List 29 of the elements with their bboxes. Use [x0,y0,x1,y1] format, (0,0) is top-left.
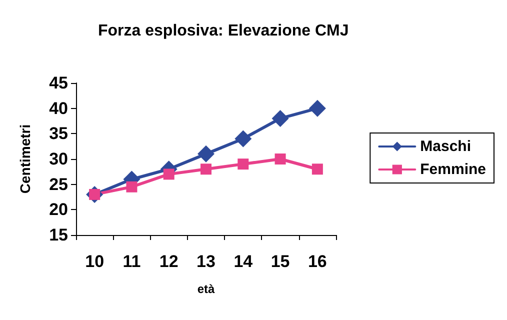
point [126,181,138,192]
legend-label: Femmine [420,161,486,178]
point [312,164,323,175]
y-tick-label: 15 [49,226,68,244]
legend-label: Maschi [420,138,472,155]
x-axis-title: età [197,282,215,296]
point [238,158,249,170]
point [272,110,289,127]
x-tick-label: 10 [85,252,104,271]
y-tick-label: 30 [49,150,68,168]
x-tick-label: 16 [308,252,327,271]
point [200,164,212,175]
point [308,100,326,117]
y-axis-title: Centimetri [17,124,33,194]
x-tick-label: 13 [196,252,216,271]
y-tick-label: 45 [49,74,68,92]
point [274,154,286,164]
x-tick-label: 11 [122,252,141,271]
chart-title: Forza esplosiva: Elevazione CMJ [98,22,349,40]
y-tick-label: 40 [49,98,68,118]
y-tick-label: 20 [49,200,68,220]
point [234,130,252,148]
y-tick-label: 25 [49,174,68,194]
x-tick-label: 15 [270,252,290,271]
y-tick-label: 35 [49,124,68,144]
x-tick-label: 12 [159,252,178,271]
x-tick-label: 14 [234,252,254,271]
point [163,168,174,180]
point [198,145,214,162]
